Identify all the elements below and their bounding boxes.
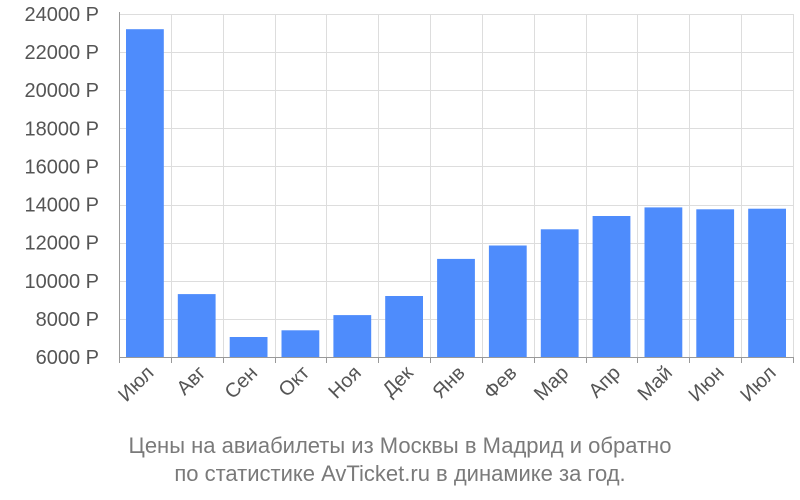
- x-tick-label: Янв: [428, 362, 469, 403]
- y-tick-label: 14000 Р: [24, 195, 99, 217]
- y-tick-label: 6000 Р: [36, 347, 99, 369]
- x-tick-label: Фев: [480, 362, 522, 404]
- bar: [540, 229, 579, 357]
- chart-caption-line-1: Цены на авиабилеты из Москвы в Мадрид и …: [128, 433, 672, 458]
- axes: [119, 12, 794, 363]
- x-tick-label: Апр: [585, 362, 626, 403]
- bar: [385, 296, 423, 357]
- x-tick-label: Дек: [379, 362, 418, 401]
- x-tick-label: Ноя: [325, 362, 366, 403]
- chart-caption-line-2: по статистике AvTicket.ru в динамике за …: [174, 461, 626, 486]
- y-tick-label: 24000 Р: [24, 4, 99, 26]
- bar: [748, 208, 786, 357]
- bar: [281, 330, 320, 357]
- y-tick-label: 18000 Р: [24, 118, 99, 140]
- y-tick-label: 12000 Р: [24, 233, 99, 255]
- x-tick-label: Май: [634, 362, 677, 405]
- y-tick-label: 10000 Р: [24, 271, 99, 293]
- bar: [229, 337, 268, 357]
- x-tick-label: Мар: [530, 362, 573, 405]
- y-tick-label: 22000 Р: [24, 42, 99, 64]
- bar: [333, 315, 372, 357]
- x-tick-label: Июл: [736, 362, 780, 406]
- y-tick-label: 16000 Р: [24, 156, 99, 178]
- bar: [488, 245, 527, 357]
- y-tick-label: 20000 Р: [24, 80, 99, 102]
- x-tick-label: Авг: [173, 362, 211, 400]
- bar: [696, 209, 735, 357]
- x-tick-label: Июл: [114, 362, 158, 406]
- bar: [177, 294, 216, 357]
- x-tick-label: Июн: [685, 362, 729, 406]
- x-tick-label: Сен: [221, 362, 262, 403]
- y-axis-tick-labels: 6000 Р 8000 Р 10000 Р 12000 Р 14000 Р 16000 Р…: [24, 4, 99, 369]
- x-axis-tick-labels: Июл Авг Сен Окт Ноя Дек Янв Фев Мар Апр Май Июн Июл: [114, 362, 780, 406]
- bar: [644, 207, 683, 357]
- bar: [126, 29, 164, 357]
- bar: [592, 216, 631, 357]
- bar: [437, 258, 475, 357]
- x-tick-label: Окт: [275, 362, 314, 401]
- bars: [126, 29, 786, 357]
- y-tick-label: 8000 Р: [36, 309, 99, 331]
